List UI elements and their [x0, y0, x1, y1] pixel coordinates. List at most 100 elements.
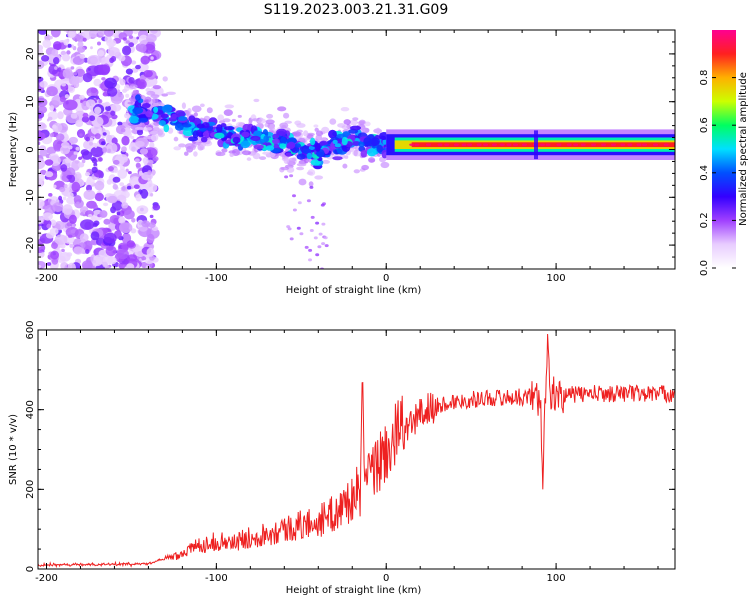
- heatmap-noise-blob: [77, 173, 82, 179]
- heatmap-tail-blob: [315, 221, 320, 225]
- heatmap-track-blob: [128, 115, 140, 124]
- heatmap-noise-blob: [70, 66, 75, 70]
- heatmap-tail-blob: [309, 229, 314, 232]
- heatmap-ytick-label: -20: [25, 237, 36, 253]
- heatmap-noise-blob: [128, 35, 134, 39]
- heatmap-noise-blob: [103, 232, 117, 244]
- heatmap-noise-blob: [89, 115, 96, 122]
- heatmap-noise-blob: [38, 141, 41, 145]
- heatmap-noise-blob: [78, 156, 83, 160]
- heatmap-noise-blob: [80, 219, 95, 230]
- heatmap-halo-blob: [306, 134, 314, 139]
- heatmap-halo-blob: [380, 161, 390, 169]
- heatmap-noise-blob: [130, 135, 135, 140]
- line-xtick-label: -200: [35, 573, 58, 584]
- heatmap-noise-blob: [105, 105, 111, 112]
- heatmap-track-blob: [182, 123, 192, 128]
- heatmap-noise-blob: [146, 233, 155, 244]
- colorbar: [712, 30, 736, 268]
- heatmap-track-blob: [332, 156, 343, 161]
- heatmap-track-blob: [163, 123, 170, 133]
- line-xtick-label: 100: [547, 573, 566, 584]
- heatmap-noise-blob: [120, 186, 128, 192]
- heatmap-halo-blob: [279, 122, 289, 129]
- heatmap-flat-peak: [453, 143, 459, 146]
- heatmap-noise-blob: [101, 141, 106, 146]
- heatmap-noise-blob: [68, 145, 73, 150]
- heatmap-xtick-label: -100: [205, 273, 228, 284]
- heatmap-tail-blob: [287, 227, 292, 231]
- heatmap-noise-blob: [47, 116, 53, 121]
- heatmap-noise-blob: [136, 36, 140, 40]
- heatmap-noise-blob: [123, 209, 135, 220]
- heatmap-halo-blob: [144, 96, 152, 103]
- heatmap-halo-blob: [146, 127, 153, 131]
- heatmap-noise-blob: [118, 94, 122, 98]
- heatmap-ytick-label: 20: [25, 48, 36, 61]
- heatmap-tail-blob: [297, 201, 302, 205]
- heatmap-noise-blob: [117, 168, 128, 179]
- heatmap-noise-blob: [62, 99, 78, 111]
- heatmap-halo-blob: [308, 181, 314, 187]
- heatmap-halo-blob: [321, 126, 330, 134]
- heatmap-noise-blob: [64, 94, 70, 99]
- heatmap-noise-blob: [103, 202, 109, 207]
- heatmap-noise-blob: [79, 133, 83, 137]
- heatmap-noise-blob: [111, 200, 123, 211]
- heatmap-tail-blob: [292, 208, 297, 212]
- heatmap-halo-blob: [229, 152, 234, 157]
- heatmap-noise-blob: [104, 101, 110, 107]
- heatmap-noise-blob: [135, 162, 141, 168]
- heatmap-noise-blob: [57, 67, 62, 72]
- heatmap-tail-blob: [299, 232, 304, 236]
- colorbar-tick-label: 0.6: [699, 117, 710, 133]
- heatmap-noise-blob: [91, 166, 98, 173]
- heatmap-halo-blob: [178, 143, 186, 148]
- heatmap-noise-blob: [61, 248, 65, 253]
- heatmap-noise-blob: [55, 133, 65, 141]
- heatmap-noise-blob: [102, 91, 109, 97]
- heatmap-noise-blob: [149, 214, 154, 219]
- heatmap-halo-blob: [181, 102, 186, 109]
- heatmap-halo-blob: [156, 101, 163, 106]
- heatmap-track-blob: [250, 135, 261, 142]
- heatmap-track-blob: [216, 124, 223, 134]
- heatmap-noise-blob: [71, 160, 80, 171]
- heatmap-track-blob: [253, 144, 264, 150]
- heatmap-noise-blob: [139, 148, 149, 155]
- heatmap-noise-blob: [122, 45, 132, 56]
- heatmap-noise-blob: [135, 64, 141, 70]
- heatmap-halo-blob: [269, 126, 275, 131]
- heatmap-tail-blob: [308, 248, 313, 252]
- heatmap-noise-blob: [122, 37, 127, 41]
- heatmap-halo-blob: [361, 164, 369, 171]
- heatmap-halo-blob: [200, 103, 205, 108]
- heatmap-noise-blob: [82, 112, 89, 118]
- heatmap-noise-blob: [60, 164, 68, 172]
- heatmap-halo-blob: [150, 130, 159, 135]
- heatmap-tail-blob: [306, 199, 311, 203]
- heatmap-tail-blob: [323, 236, 328, 240]
- heatmap-noise-blob: [68, 214, 77, 224]
- heatmap-feature-90: [534, 130, 538, 160]
- heatmap-halo-blob: [135, 140, 145, 148]
- heatmap-noise-blob: [152, 203, 161, 211]
- heatmap-track-blob: [276, 128, 287, 136]
- heatmap-track-blob: [279, 143, 287, 150]
- heatmap-track-blob: [308, 146, 315, 150]
- heatmap-noise-blob: [73, 246, 84, 255]
- heatmap-noise-blob: [121, 135, 130, 146]
- heatmap-noise-blob: [147, 170, 152, 176]
- heatmap-noise-blob: [93, 78, 102, 87]
- heatmap-halo-blob: [352, 117, 359, 121]
- heatmap-halo-blob: [173, 146, 181, 151]
- heatmap-noise-blob: [72, 71, 78, 76]
- heatmap-tail-blob: [321, 222, 326, 226]
- heatmap-noise-blob: [119, 78, 126, 86]
- heatmap-noise-blob: [90, 231, 100, 241]
- heatmap-noise-blob: [48, 35, 53, 40]
- heatmap-noise-blob: [54, 221, 65, 231]
- heatmap-noise-blob: [61, 141, 70, 149]
- heatmap-halo-blob: [131, 129, 137, 134]
- heatmap-noise-blob: [142, 157, 149, 165]
